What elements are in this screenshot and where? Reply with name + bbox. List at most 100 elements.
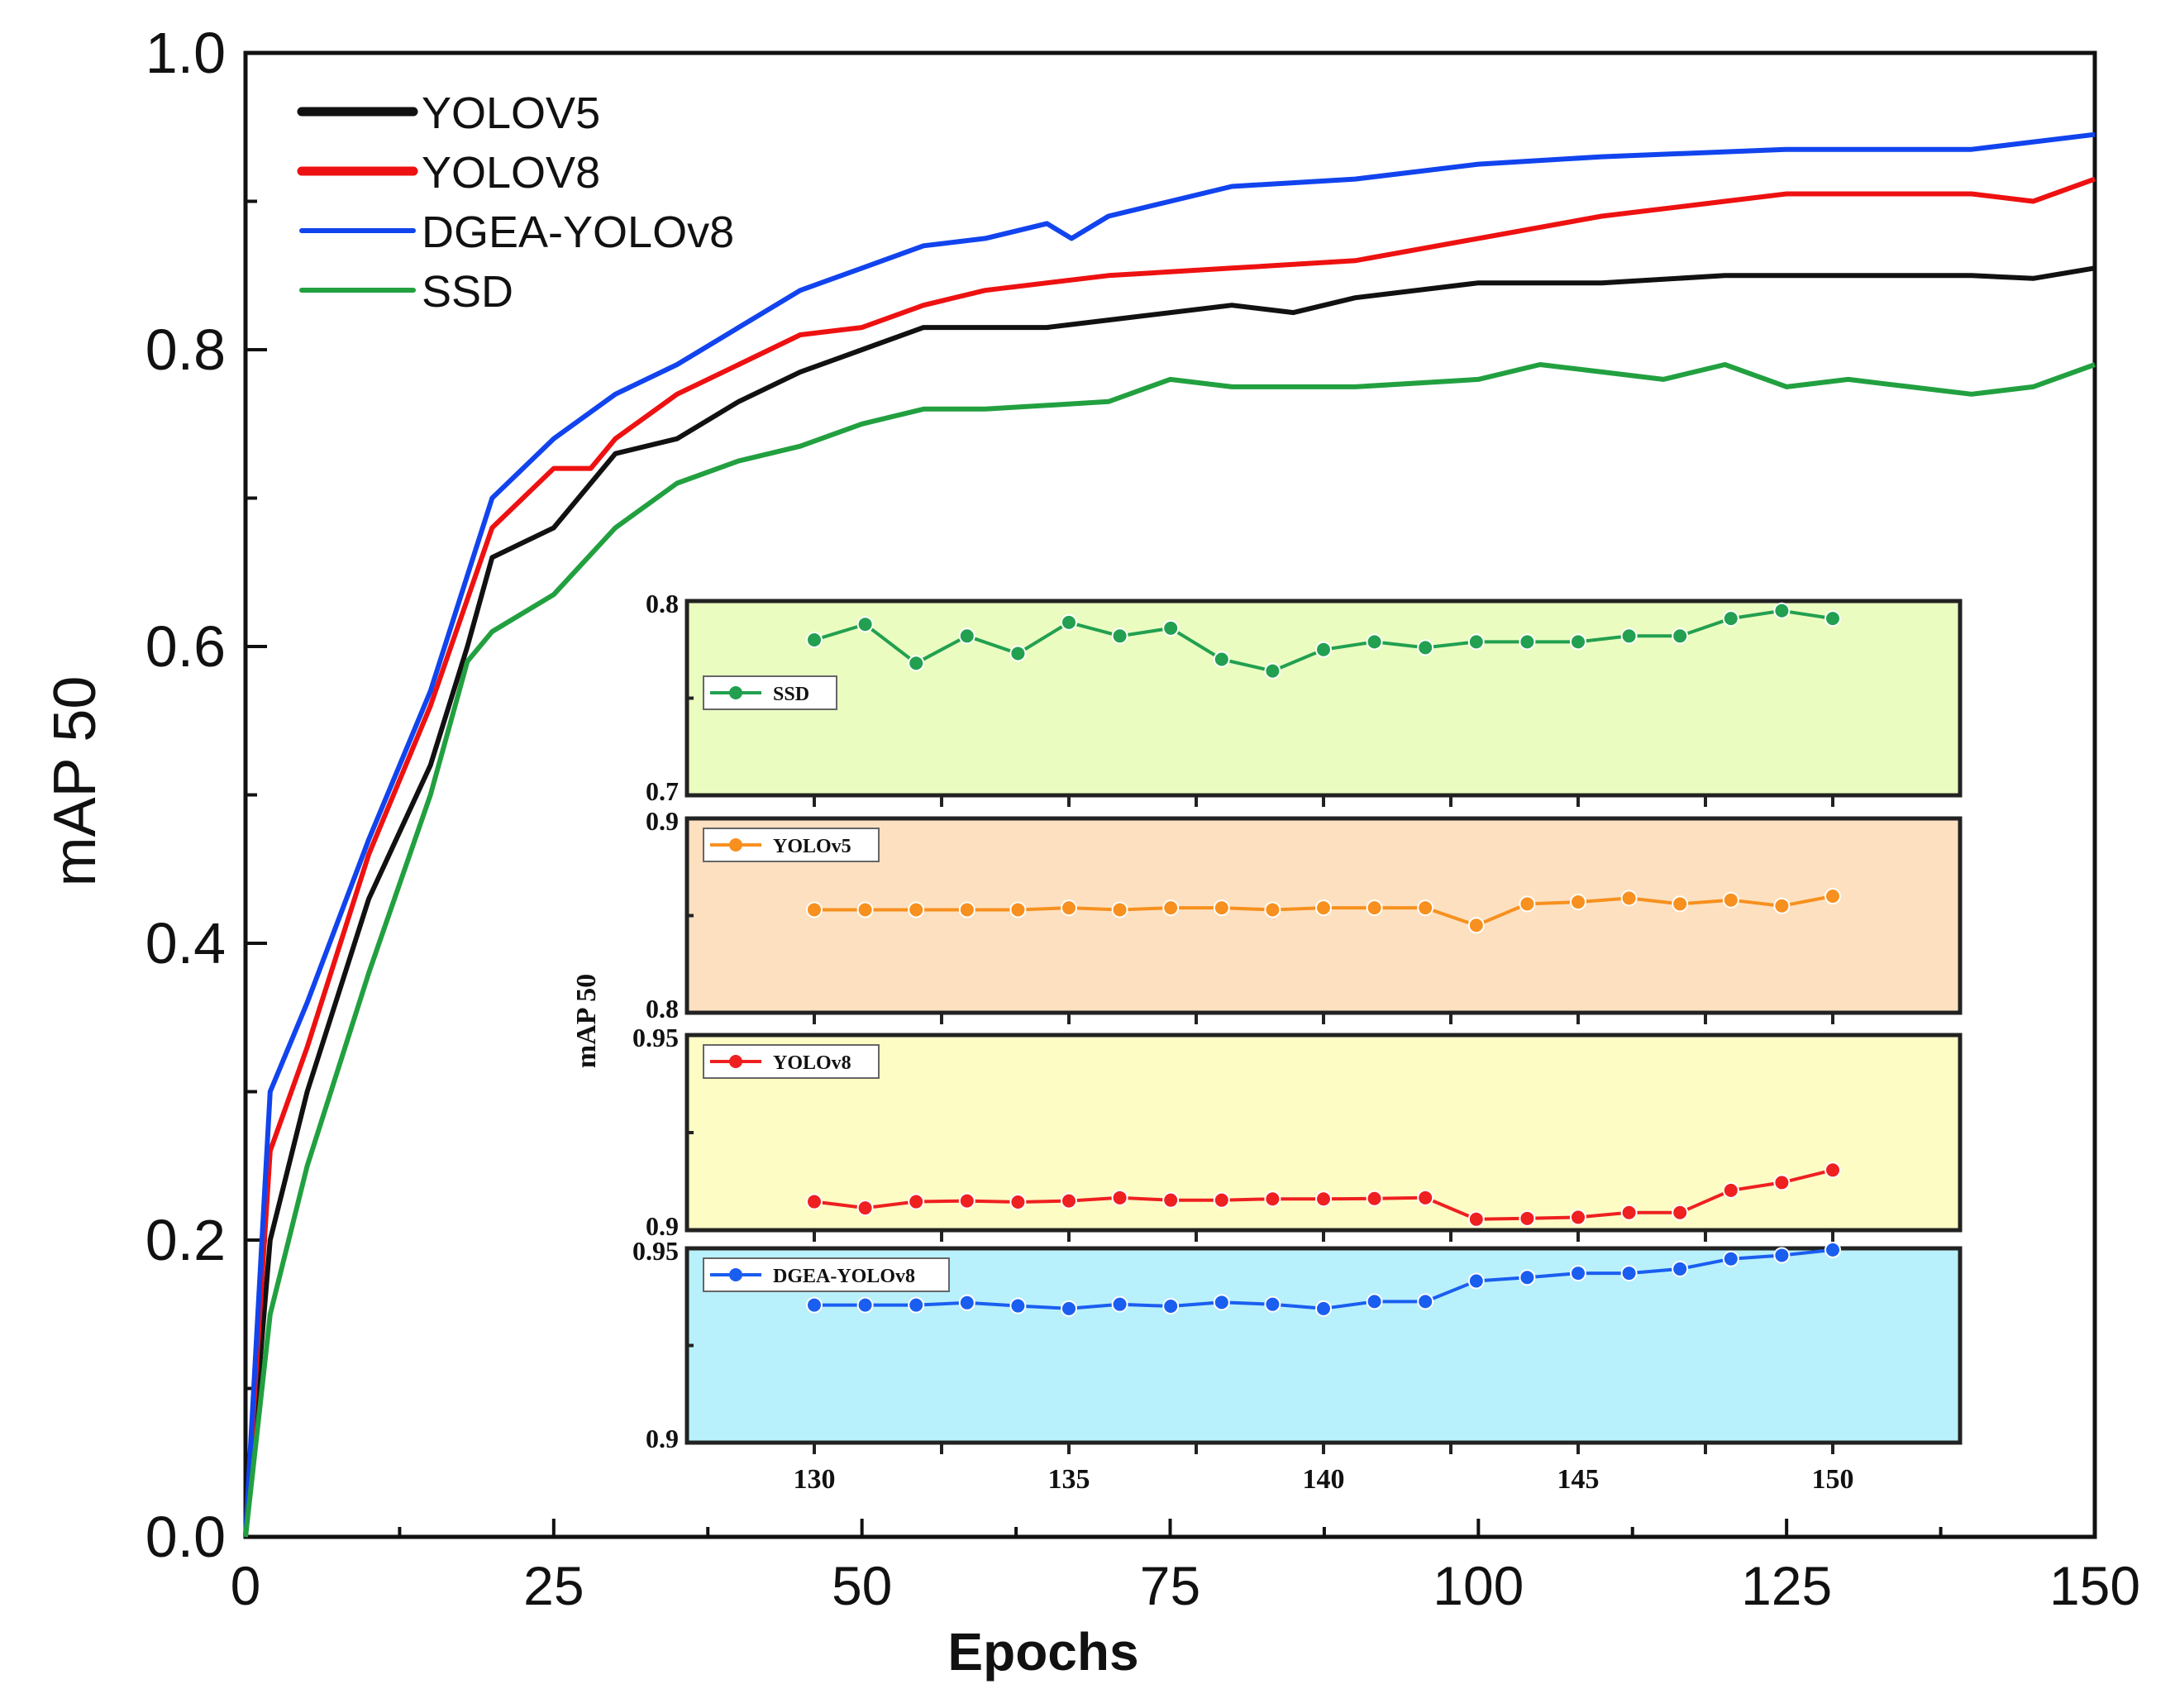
series-line-yolov8 [243,176,2096,1538]
legend-label: YOLOV5 [422,88,600,138]
legend-item: YOLOV8 [297,148,600,198]
inset-data-point [1467,1210,1485,1228]
inset-panel-ssd: 0.7 0.8 SSD [646,589,1963,807]
series-line-dgea-yolov8 [243,131,2096,1538]
x-tick-label: 0 [231,1555,261,1616]
inset-data-point [1366,1293,1383,1310]
y-tick-label: 0.4 [145,911,226,976]
inset-data-point [1824,888,1841,904]
inset-data-point [1009,901,1027,918]
inset-data-point [806,632,823,648]
inset-legend-label: DGEA-YOLOv8 [773,1266,915,1287]
inset-data-point [1061,899,1077,917]
inset-data-point [1773,1247,1791,1264]
inset-data-point [1315,1190,1332,1208]
inset-data-point [1111,901,1128,918]
inset-data-point [1315,641,1332,658]
inset-data-point [1009,1194,1027,1211]
x-tick-label: 25 [523,1555,584,1616]
inset-data-point [1264,662,1281,680]
inset-legend: SSD [703,675,837,710]
inset-panel-dgea-yolov8: 0.9 0.95 DGEA-YOLOv8 [632,1236,1963,1454]
inset-y-tick-label: 0.95 [632,1023,679,1052]
y-tick-label: 0.8 [145,317,226,382]
inset-data-point [1264,1295,1281,1313]
y-axis-label: mAP 50 [42,676,108,887]
inset-data-point [806,1193,823,1210]
inset-data-point [1061,1192,1077,1209]
series-line-yolov5 [243,265,2096,1538]
inset-panel-yolov5: 0.8 0.9 YOLOv5 [646,806,1963,1024]
inset-data-point [1672,1260,1689,1277]
inset-data-point [1570,894,1586,911]
inset-legend-label: YOLOv5 [773,836,851,857]
inset-data-point [1417,639,1434,656]
inset-data-point [856,1200,874,1217]
inset-data-point [1773,602,1791,619]
inset-x-tick-label: 135 [1048,1464,1090,1495]
inset-data-point [1162,899,1180,917]
inset-data-point [1620,1204,1638,1221]
inset-data-point [856,616,874,633]
inset-y-tick-label: 0.9 [646,1424,679,1453]
inset-x-tick-label: 145 [1557,1464,1600,1495]
y-tick-label: 0.6 [145,614,226,679]
inset-data-point [1162,1298,1180,1315]
y-tick-label: 0.2 [145,1208,226,1272]
inset-data-point [1620,890,1638,907]
inset-y-tick-label: 0.8 [646,994,679,1023]
inset-data-point [1824,610,1841,627]
inset-panel-yolov8: 0.9 0.95 YOLOv8 [632,1023,1963,1242]
inset-data-point [908,1193,925,1210]
inset-data-point [1061,1300,1077,1317]
inset-data-point [856,1296,874,1314]
inset-legend: YOLOv5 [703,828,880,862]
inset-y-tick-label: 0.8 [646,589,679,618]
inset-data-point [958,627,975,645]
inset-data-point [1061,613,1077,631]
inset-data-point [1366,899,1383,917]
inset-data-point [1620,627,1638,645]
inset-data-point [1162,619,1180,637]
inset-data-point [1722,1250,1739,1267]
inset-data-point [1722,610,1739,627]
inset-data-point [1009,1297,1027,1314]
inset-data-point [1773,897,1791,914]
inset-data-point [1264,1190,1281,1208]
inset-plot: 0.70.8SSD0.80.9YOLOv50.90.95YOLOv80.90.9… [632,589,1963,1495]
inset-data-point [908,901,925,918]
inset-data-point [1467,917,1485,934]
inset-data-point [1467,633,1485,651]
inset-data-point [1315,1300,1332,1317]
legend-label: DGEA-YOLOv8 [422,208,734,257]
inset-data-point [908,1296,925,1314]
x-tick-label: 150 [2049,1555,2140,1616]
inset-y-tick-label: 0.9 [646,806,679,836]
inset-data-point [1264,901,1281,918]
x-axis-label: Epochs [947,1622,1138,1682]
inset-x-tick-label: 150 [1812,1464,1854,1495]
inset-legend-marker [729,1268,742,1281]
y-tick-label: 0.0 [145,1505,226,1569]
legend-item: YOLOV5 [297,88,600,138]
inset-data-point [1009,645,1027,662]
x-tick-label: 125 [1741,1555,1832,1616]
inset-data-point [958,901,975,918]
inset-data-point [1213,1191,1230,1209]
inset-data-point [1722,1181,1739,1199]
inset-data-point [1417,899,1434,917]
inset-legend: YOLOv8 [703,1044,880,1079]
legend-label: YOLOV8 [422,148,600,198]
inset-data-point [1672,895,1689,913]
inset-data-point [806,1296,823,1314]
x-tick-label: 75 [1140,1555,1200,1616]
inset-data-point [1773,1174,1791,1191]
inset-data-point [1111,627,1128,645]
inset-data-point [1519,1209,1536,1227]
inset-y-tick-label: 0.95 [632,1236,679,1266]
inset-data-point [1519,633,1536,651]
legend-item: DGEA-YOLOv8 [299,208,734,257]
inset-data-point [1570,1209,1586,1226]
inset-data-point [1213,899,1230,917]
